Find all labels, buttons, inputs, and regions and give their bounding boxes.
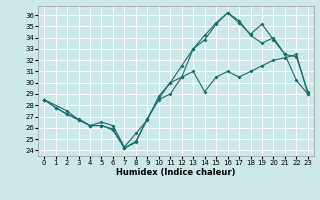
X-axis label: Humidex (Indice chaleur): Humidex (Indice chaleur) [116,168,236,177]
